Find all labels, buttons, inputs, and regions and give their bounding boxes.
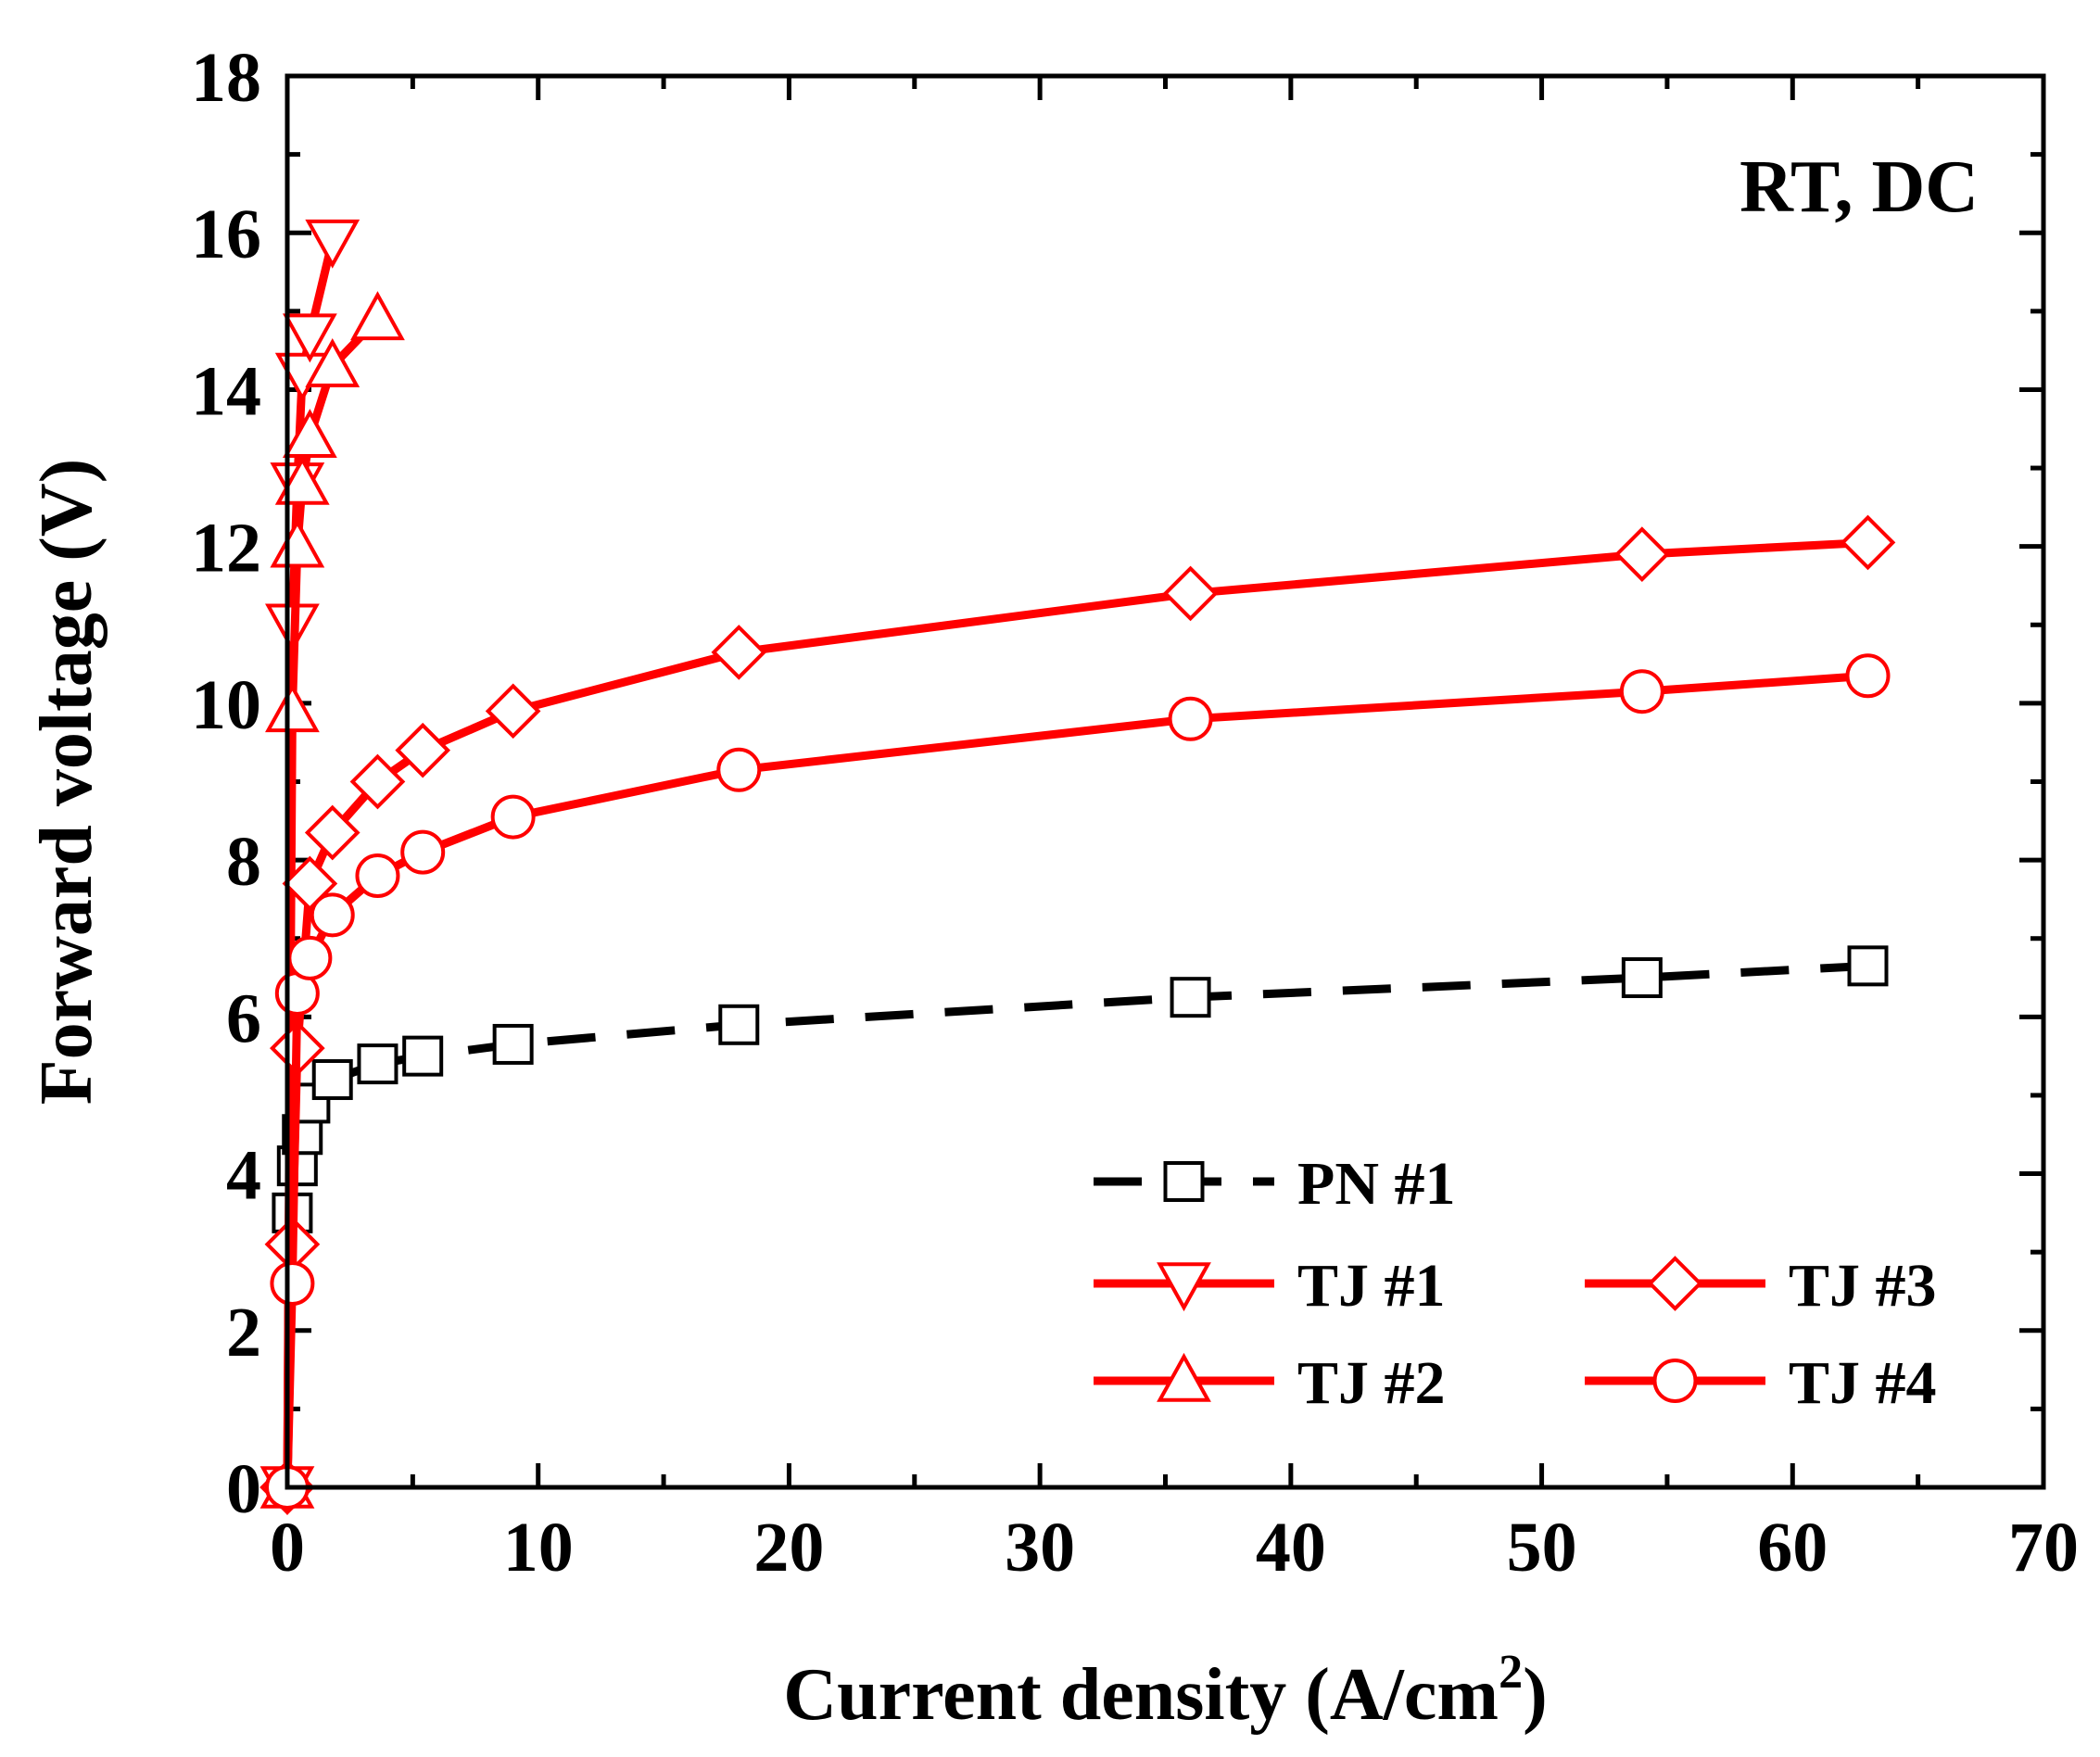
x-axis-title-sup: 2 — [1499, 1646, 1523, 1699]
data-point — [349, 753, 406, 810]
legend-entry: TJ #4 — [1585, 1349, 1937, 1417]
data-point — [402, 1035, 444, 1077]
data-point — [1168, 696, 1213, 741]
y-tick-label: 6 — [226, 980, 261, 1057]
y-tick-label: 4 — [226, 1137, 261, 1215]
data-point — [1614, 526, 1670, 582]
data-point — [357, 1043, 398, 1085]
data-point — [485, 683, 541, 739]
data-point — [287, 935, 333, 980]
data-point — [350, 291, 405, 341]
x-axis-title-main: Current density (A/cm — [783, 1654, 1499, 1736]
x-axis-title-end: ) — [1523, 1654, 1548, 1736]
legend-entry: TJ #2 — [1094, 1349, 1446, 1417]
data-point — [1162, 565, 1219, 622]
data-point — [270, 1261, 315, 1307]
data-point — [282, 409, 337, 459]
x-tick-label: 0 — [270, 1509, 305, 1586]
legend-label: TJ #2 — [1297, 1349, 1446, 1417]
x-tick-label: 30 — [1005, 1509, 1075, 1586]
legend-marker — [1163, 1161, 1205, 1202]
data-point — [310, 892, 355, 938]
series-line — [283, 671, 1868, 1488]
data-point — [311, 1059, 353, 1101]
legend: PN #1 TJ #1 TJ #3 TJ #2 TJ #4 — [1094, 1150, 1937, 1417]
data-point — [1619, 669, 1664, 714]
data-point — [395, 722, 451, 778]
y-tick-label: 16 — [191, 196, 261, 273]
data-point — [1170, 977, 1211, 1018]
data-point — [711, 625, 767, 680]
data-point — [1840, 514, 1896, 571]
x-tick-label: 70 — [2008, 1509, 2079, 1586]
data-point — [490, 794, 536, 840]
tick-labels: 0 10 20 30 40 50 60 70 0 2 4 6 8 10 12 14 16 18 — [191, 39, 2079, 1586]
data-point — [270, 518, 325, 568]
legend-label: TJ #3 — [1789, 1252, 1937, 1320]
data-point — [274, 455, 330, 505]
y-tick-label: 0 — [226, 1450, 261, 1528]
legend-marker — [1157, 1262, 1211, 1312]
x-tick-label: 50 — [1507, 1509, 1577, 1586]
legend-marker — [1652, 1359, 1698, 1403]
legend-entry: TJ #1 — [1094, 1252, 1446, 1320]
x-tick-label: 20 — [753, 1509, 824, 1586]
y-tick-label: 12 — [191, 510, 261, 588]
legend-marker — [1157, 1352, 1211, 1402]
data-point — [355, 853, 400, 899]
y-tick-label: 18 — [191, 39, 261, 117]
legend-marker — [1647, 1256, 1703, 1311]
y-tick-label: 14 — [191, 352, 261, 430]
data-point — [265, 683, 320, 733]
data-point — [716, 747, 762, 792]
legend-entry: PN #1 — [1094, 1150, 1455, 1218]
x-axis-title: Current density (A/cm2) — [783, 1646, 1547, 1736]
data-point — [1845, 653, 1891, 699]
legend-entry: TJ #3 — [1585, 1252, 1937, 1320]
x-tick-label: 10 — [503, 1509, 574, 1586]
data-point — [1621, 957, 1663, 999]
data-point — [305, 337, 361, 387]
y-tick-label: 2 — [226, 1294, 261, 1371]
series-tj-3 — [259, 514, 1896, 1515]
data-point — [492, 1023, 534, 1065]
y-tick-label: 8 — [226, 823, 261, 901]
data-point — [1847, 945, 1889, 987]
x-tick-label: 40 — [1256, 1509, 1326, 1586]
data-point — [282, 313, 337, 363]
legend-label: TJ #1 — [1297, 1252, 1446, 1320]
data-point — [305, 219, 361, 269]
series-pn-1 — [267, 945, 1889, 1508]
data-point — [400, 829, 446, 875]
data-point — [304, 804, 361, 861]
legend-label: PN #1 — [1297, 1150, 1455, 1218]
y-tick-label: 10 — [191, 666, 261, 744]
plot-frame — [285, 73, 2046, 1490]
data-point — [718, 1004, 760, 1045]
series-layer — [259, 219, 1896, 1516]
y-axis-title: Forward voltage (V) — [26, 459, 108, 1106]
annotation-rt-dc: RT, DC — [1739, 146, 1979, 228]
x-tick-label: 60 — [1757, 1509, 1828, 1586]
legend-label: TJ #4 — [1789, 1349, 1937, 1417]
